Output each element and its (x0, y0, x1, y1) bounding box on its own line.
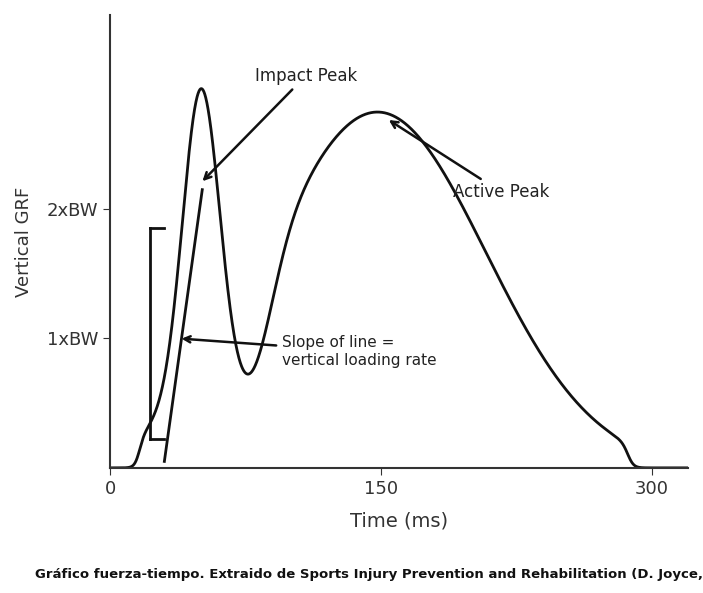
Y-axis label: Vertical GRF: Vertical GRF (15, 186, 33, 296)
Text: Active Peak: Active Peak (391, 122, 550, 201)
X-axis label: Time (ms): Time (ms) (350, 512, 448, 531)
Text: Gráfico fuerza-tiempo. Extraido de Sports Injury Prevention and Rehabilitation (: Gráfico fuerza-tiempo. Extraido de Sport… (35, 568, 703, 581)
Text: Impact Peak: Impact Peak (205, 67, 357, 179)
Text: Slope of line =
vertical loading rate: Slope of line = vertical loading rate (184, 335, 437, 368)
